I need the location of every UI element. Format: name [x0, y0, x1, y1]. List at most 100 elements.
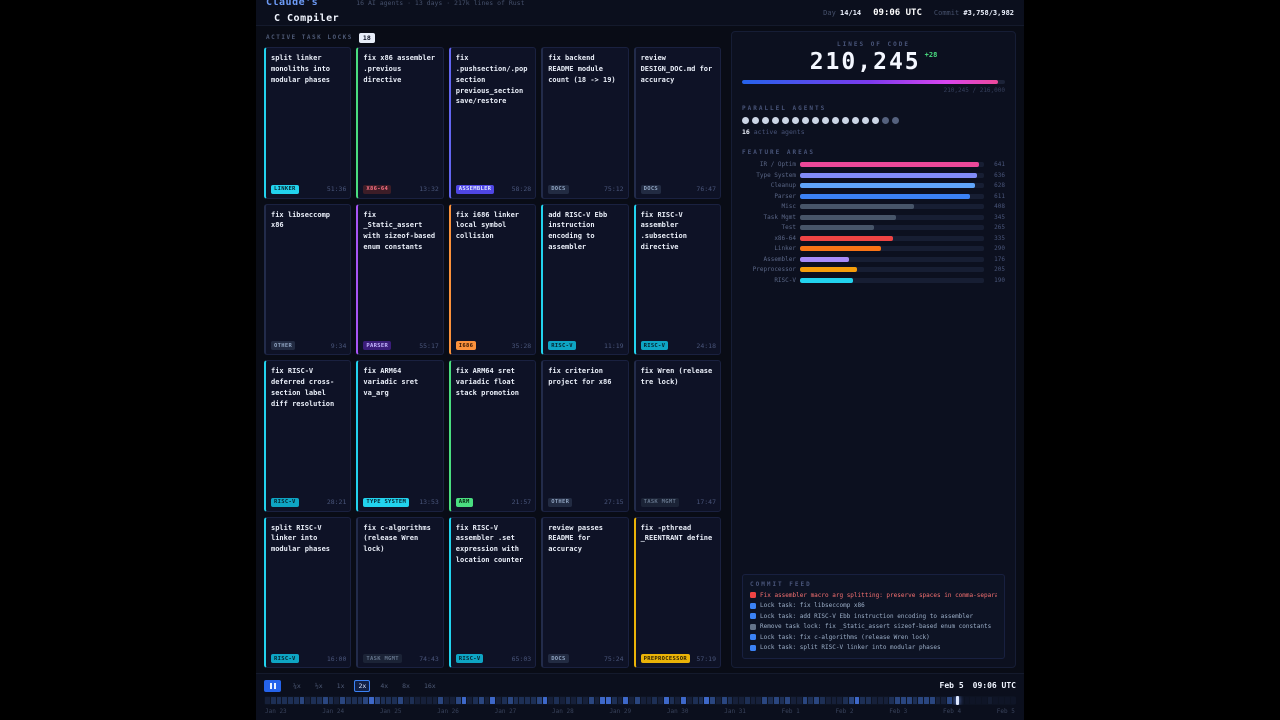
category-badge: I686 [455, 341, 477, 350]
task-card-footer: PARSER 55:17 [363, 341, 439, 350]
feature-areas-chart: FEATURE AREAS IR / Optim 641 Type System… [742, 149, 1005, 284]
timeline-tick [617, 697, 623, 704]
playback-status: Feb 5 09:06 UTC [940, 681, 1016, 690]
elapsed-time: 13:53 [419, 498, 439, 506]
elapsed-time: 65:03 [511, 654, 532, 663]
task-card[interactable]: fix RISC-V deferred cross-section label … [264, 360, 352, 512]
timeline-tick [606, 697, 611, 704]
task-card-footer: DOCS 75:12 [548, 184, 624, 194]
speed-option-5[interactable]: 8x [402, 681, 410, 690]
task-card[interactable]: add RISC-V Ebb instruction encoding to a… [541, 203, 629, 355]
task-card-footer: OTHER 27:15 [548, 497, 624, 507]
task-card-footer: TYPE SYSTEM 13:53 [363, 497, 439, 507]
feature-label: Test [781, 224, 796, 232]
task-card[interactable]: fix c-algorithms (release Wren lock) TAS… [356, 516, 444, 668]
task-card[interactable]: fix libseccomp x86 OTHER 9:34 [264, 203, 352, 355]
task-card-footer: DOCS 75:24 [548, 654, 624, 663]
category-badge: OTHER [548, 497, 573, 507]
task-card[interactable]: fix RISC-V assembler .set expression wit… [448, 516, 537, 668]
task-card[interactable]: fix ARM64 sret variadic float stack prom… [448, 360, 537, 512]
task-card[interactable]: split RISC-V linker into modular phases … [264, 516, 352, 668]
task-card[interactable]: fix -pthread _REENTRANT define PREPROCES… [633, 516, 721, 668]
task-card[interactable]: fix i686 linker local symbol collision I… [448, 203, 537, 355]
timeline-tick [571, 697, 577, 704]
timeline-tick [548, 697, 554, 704]
task-card[interactable]: review DESIGN_DOC.md for accuracy DOCS 7… [633, 47, 721, 199]
timeline-tick [311, 697, 317, 704]
speed-option-2[interactable]: 1x [336, 681, 345, 690]
feature-label: Linker [774, 245, 796, 253]
task-card[interactable]: fix criterion project for x86 OTHER 27:1… [541, 360, 629, 512]
feature-row: Type System 636 [742, 172, 1005, 179]
timeline-tick [808, 697, 814, 704]
timeline-date: Jan 23 [265, 708, 287, 715]
task-card[interactable]: split linker monoliths into modular phas… [264, 47, 352, 199]
feature-bar-track [800, 277, 984, 283]
elapsed-time: 55:17 [419, 341, 439, 350]
feature-bar [800, 256, 850, 262]
timeline-tick [380, 697, 386, 704]
feature-bar-track [800, 162, 984, 168]
speed-option-4[interactable]: 4x [380, 681, 389, 690]
task-card[interactable]: fix backend README module count (18 -> 1… [541, 47, 629, 199]
feature-value: 628 [994, 182, 1005, 190]
feature-bar-track [800, 214, 984, 220]
timeline-tick [629, 697, 634, 704]
elapsed-time: 75:24 [604, 654, 624, 663]
timeline-tick [941, 697, 947, 704]
timeline-tick [623, 697, 629, 704]
timeline-tick [293, 697, 299, 704]
feature-row: Test 265 [742, 224, 1005, 231]
timeline-tick [357, 697, 363, 704]
feature-label: Assembler [763, 255, 796, 263]
timeline-tick [478, 697, 484, 704]
task-card[interactable]: fix x86 assembler .previous directive X8… [356, 47, 444, 199]
commit-feed-item: Lock task: add RISC-V Ebb instruction en… [750, 613, 997, 620]
timeline-tick [681, 697, 687, 704]
feature-bar [800, 183, 976, 189]
feature-bar-track [800, 246, 984, 252]
timeline-tick [646, 697, 652, 704]
task-card[interactable]: fix Wren (release tre lock) TASK MGMT 17… [633, 360, 721, 512]
task-card-footer: DOCS 76:47 [640, 184, 716, 194]
speed-option-1[interactable]: ½x [314, 681, 323, 690]
agent-dot [872, 117, 879, 125]
feature-bar [800, 204, 914, 210]
task-card[interactable]: fix RISC-V assembler .subsection directi… [633, 203, 721, 355]
agent-dot [822, 117, 829, 125]
task-title: fix RISC-V deferred cross-section label … [271, 367, 335, 408]
feature-value: 176 [994, 255, 1005, 263]
task-card[interactable]: review passes README for accuracy DOCS 7… [541, 516, 629, 668]
task-card[interactable]: fix .pushsection/.popsection previous_se… [448, 47, 537, 199]
task-card-footer: RISC-V 24:18 [640, 341, 716, 350]
task-card[interactable]: fix ARM64 variadic sret va_arg TYPE SYST… [356, 360, 444, 512]
playhead[interactable] [955, 696, 959, 705]
timeline-tick [542, 697, 548, 704]
timeline-tick [721, 697, 727, 704]
speed-option-6[interactable]: 16x [423, 681, 436, 690]
timeline-tick [513, 697, 519, 704]
task-card[interactable]: fix _Static_assert with sizeof-based enu… [356, 203, 444, 355]
agent-dot [772, 117, 779, 125]
feature-row: RISC-V 190 [742, 277, 1005, 284]
timeline-tick [935, 697, 941, 704]
commit-counter: Commit #3,758/3,982 [934, 9, 1014, 17]
timeline-date: Feb 4 [943, 708, 962, 715]
speed-option-3[interactable]: 2x [354, 679, 371, 692]
timeline-tick [328, 697, 334, 704]
timeline-scrubber[interactable] [264, 696, 1016, 705]
speed-option-0[interactable]: ¼x [293, 681, 301, 690]
timeline-tick [924, 697, 929, 704]
agent-dots [742, 117, 1005, 125]
timeline-tick [750, 697, 756, 704]
pause-button[interactable] [264, 679, 281, 692]
day-label: Day [823, 8, 836, 17]
feature-bar [800, 235, 894, 241]
timeline-tick [426, 697, 432, 704]
timeline-tick [530, 697, 536, 704]
agent-dot [752, 117, 759, 125]
lock-icon [750, 602, 756, 609]
commit-feed-item: Lock task: split RISC-V linker into modu… [750, 644, 997, 651]
task-title: fix x86 assembler .previous directive [363, 54, 436, 84]
elapsed-time: 9:34 [330, 341, 347, 350]
